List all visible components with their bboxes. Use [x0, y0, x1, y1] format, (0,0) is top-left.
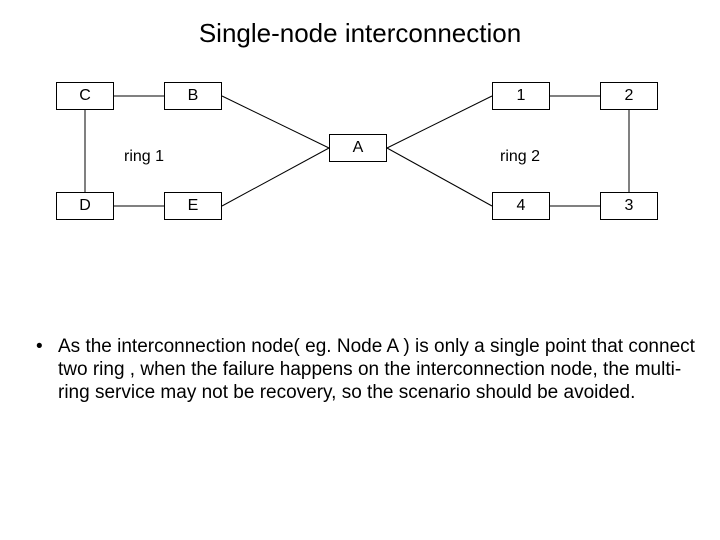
node-B: B	[164, 82, 222, 110]
ring-label-1: ring 1	[124, 148, 164, 166]
node-A: A	[329, 134, 387, 162]
node-4: 4	[492, 192, 550, 220]
edges-layer	[0, 0, 720, 540]
node-2: 2	[600, 82, 658, 110]
node-3: 3	[600, 192, 658, 220]
ring-label-2: ring 2	[500, 148, 540, 166]
page-title: Single-node interconnection	[0, 18, 720, 49]
node-C: C	[56, 82, 114, 110]
node-1: 1	[492, 82, 550, 110]
bullet-text: • As the interconnection node( eg. Node …	[58, 336, 708, 404]
bullet-content: As the interconnection node( eg. Node A …	[58, 336, 695, 403]
bullet-marker: •	[36, 336, 43, 359]
node-D: D	[56, 192, 114, 220]
node-E: E	[164, 192, 222, 220]
